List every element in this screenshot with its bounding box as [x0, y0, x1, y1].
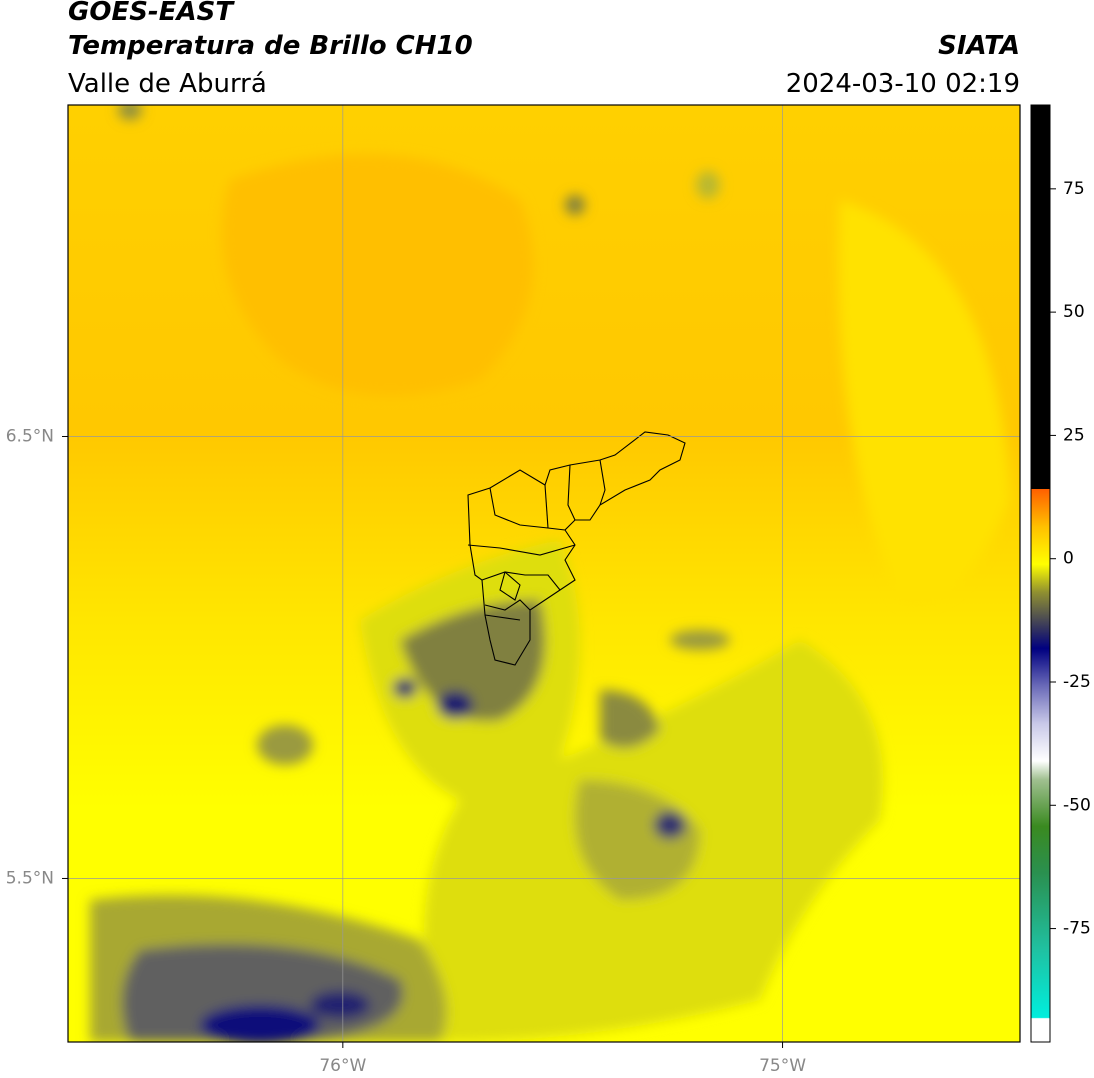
datetime: 2024-03-10 02:19 [786, 69, 1020, 99]
map-image [68, 105, 1020, 1042]
map-frame [67, 104, 1021, 1043]
y-tick-label: 5.5°N [6, 868, 54, 888]
colorbar-tick-label: 25 [1063, 425, 1085, 445]
x-tick-label: 76°W [319, 1056, 366, 1076]
colorbar-tick-label: -50 [1063, 795, 1091, 815]
source: SIATA [938, 31, 1020, 61]
colorbar [1030, 104, 1051, 1043]
colorbar-tick-label: -25 [1063, 672, 1091, 692]
x-tick-label: 75°W [759, 1056, 806, 1076]
colorbar-tick-label: 0 [1063, 549, 1074, 569]
colorbar-tick-label: 50 [1063, 302, 1085, 322]
colorbar-tick-label: -75 [1063, 919, 1091, 939]
product: Temperatura de Brillo CH10 [68, 31, 473, 61]
y-tick-label: 6.5°N [6, 426, 54, 446]
satellite: GOES-EAST [68, 0, 235, 27]
graticule: 76°W 75°W 6.5°N 5.5°N [6, 105, 1020, 1076]
colorbar-ticks: 75 50 25 0 -25 -50 -75 [1050, 179, 1091, 939]
municipality-borders [467, 431, 686, 666]
colorbar-tick-label: 75 [1063, 179, 1085, 199]
region: Valle de Aburrá [68, 69, 267, 99]
